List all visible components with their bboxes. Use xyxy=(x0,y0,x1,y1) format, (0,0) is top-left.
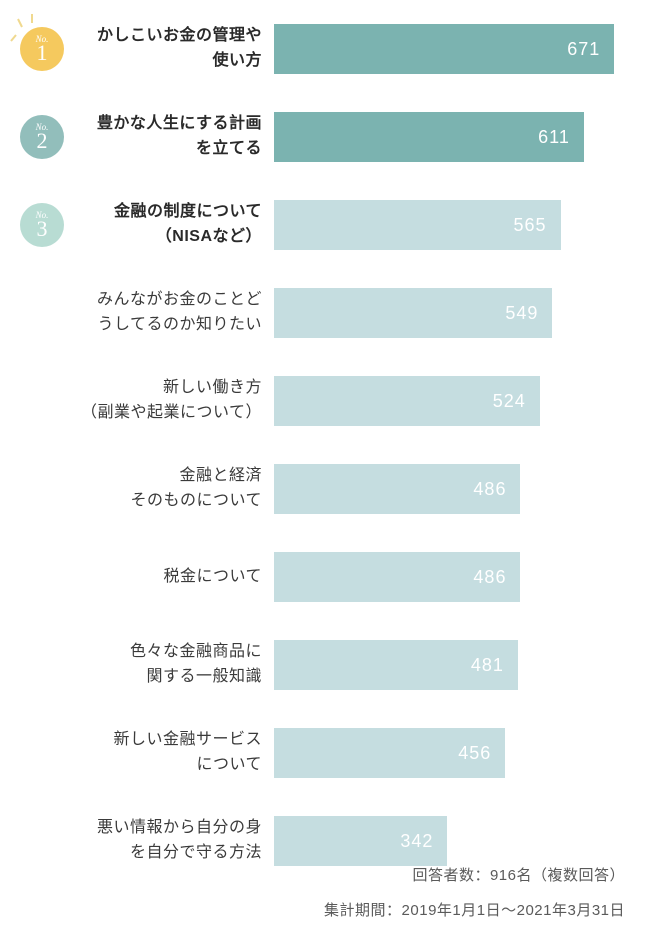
row-label: 新しい働き方（副業や起業について） xyxy=(66,376,274,426)
rank-badge-col: No.2 xyxy=(18,115,66,159)
bar: 671 xyxy=(274,24,614,74)
bar-value: 486 xyxy=(473,567,506,588)
row-label: 金融と経済そのものについて xyxy=(66,464,274,514)
chart-row: No.1かしこいお金の管理や使い方 671 xyxy=(18,20,629,78)
bar: 549 xyxy=(274,288,552,338)
bar: 486 xyxy=(274,464,520,514)
row-label-line1: 新しい金融サービス xyxy=(66,728,262,753)
chart-row: 色々な金融商品に関する一般知識 481 xyxy=(18,636,629,694)
bar: 565 xyxy=(274,200,561,250)
chart-row: 新しい金融サービスについて 456 xyxy=(18,724,629,782)
row-label-line1: 色々な金融商品に xyxy=(66,640,262,665)
bar-value: 342 xyxy=(400,831,433,852)
bar: 481 xyxy=(274,640,518,690)
bar-value: 565 xyxy=(513,215,546,236)
bar-track: 565 xyxy=(274,200,629,250)
chart-row: 金融と経済そのものについて 486 xyxy=(18,460,629,518)
rank-badge-number: 3 xyxy=(37,218,48,240)
row-label-line2: そのものについて xyxy=(66,489,262,514)
chart-row: No.3金融の制度について（NISAなど） 565 xyxy=(18,196,629,254)
row-label: 豊かな人生にする計画を立てる xyxy=(66,112,274,162)
row-label-line2: 関する一般知識 xyxy=(66,665,262,690)
rank-badge-number: 2 xyxy=(37,130,48,152)
row-label-line2: （副業や起業について） xyxy=(66,401,262,426)
bar-value: 486 xyxy=(473,479,506,500)
row-label: かしこいお金の管理や使い方 xyxy=(66,24,274,74)
bar-value: 549 xyxy=(505,303,538,324)
row-label-line2: うしてるのか知りたい xyxy=(66,313,262,338)
bar-value: 671 xyxy=(567,39,600,60)
chart-row: No.2豊かな人生にする計画を立てる 611 xyxy=(18,108,629,166)
footer-respondents: 回答者数：916名（複数回答） xyxy=(324,864,625,885)
bar-value: 481 xyxy=(471,655,504,676)
row-label-line2: について xyxy=(66,753,262,778)
bar: 456 xyxy=(274,728,505,778)
row-label: 悪い情報から自分の身を自分で守る方法 xyxy=(66,816,274,866)
bar: 611 xyxy=(274,112,584,162)
bar-track: 481 xyxy=(274,640,629,690)
row-label-line2: を自分で守る方法 xyxy=(66,841,262,866)
rank-badge: No.3 xyxy=(20,203,64,247)
bar-value: 611 xyxy=(538,127,570,148)
chart-row: 税金について 486 xyxy=(18,548,629,606)
row-label-line2: （NISAなど） xyxy=(66,225,262,250)
bar-value: 524 xyxy=(493,391,526,412)
rank-badge-col: No.3 xyxy=(18,203,66,247)
row-label-line1: 税金について xyxy=(66,565,262,590)
bar-track: 456 xyxy=(274,728,629,778)
chart-row: みんながお金のことどうしてるのか知りたい 549 xyxy=(18,284,629,342)
bar-track: 524 xyxy=(274,376,629,426)
bar: 486 xyxy=(274,552,520,602)
rank-badge: No.1 xyxy=(20,27,64,71)
row-label-line1: かしこいお金の管理や xyxy=(66,24,262,49)
bar: 524 xyxy=(274,376,540,426)
chart-footer: 回答者数：916名（複数回答） 集計期間：2019年1月1日〜2021年3月31… xyxy=(324,850,625,920)
row-label-line2: 使い方 xyxy=(66,49,262,74)
row-label-line1: 金融と経済 xyxy=(66,464,262,489)
row-label: 税金について xyxy=(66,565,274,590)
row-label: 新しい金融サービスについて xyxy=(66,728,274,778)
row-label: 金融の制度について（NISAなど） xyxy=(66,200,274,250)
row-label-line1: 金融の制度について xyxy=(66,200,262,225)
chart-row: 新しい働き方（副業や起業について） 524 xyxy=(18,372,629,430)
bar-track: 486 xyxy=(274,552,629,602)
row-label-line1: 豊かな人生にする計画 xyxy=(66,112,262,137)
rank-badge-col: No.1 xyxy=(18,27,66,71)
row-label-line1: 新しい働き方 xyxy=(66,376,262,401)
bar-track: 611 xyxy=(274,112,629,162)
row-label-line2: を立てる xyxy=(66,137,262,162)
bar-track: 549 xyxy=(274,288,629,338)
rank-badge: No.2 xyxy=(20,115,64,159)
bar-track: 671 xyxy=(274,24,629,74)
ranking-bar-chart: No.1かしこいお金の管理や使い方 671 No.2豊かな人生にする計画を立てる 61… xyxy=(18,20,629,870)
rank-badge-number: 1 xyxy=(37,42,48,64)
row-label: みんながお金のことどうしてるのか知りたい xyxy=(66,288,274,338)
row-label-line1: 悪い情報から自分の身 xyxy=(66,816,262,841)
row-label-line1: みんながお金のことど xyxy=(66,288,262,313)
footer-period: 集計期間：2019年1月1日〜2021年3月31日 xyxy=(324,899,625,920)
row-label: 色々な金融商品に関する一般知識 xyxy=(66,640,274,690)
bar-track: 486 xyxy=(274,464,629,514)
bar-value: 456 xyxy=(458,743,491,764)
